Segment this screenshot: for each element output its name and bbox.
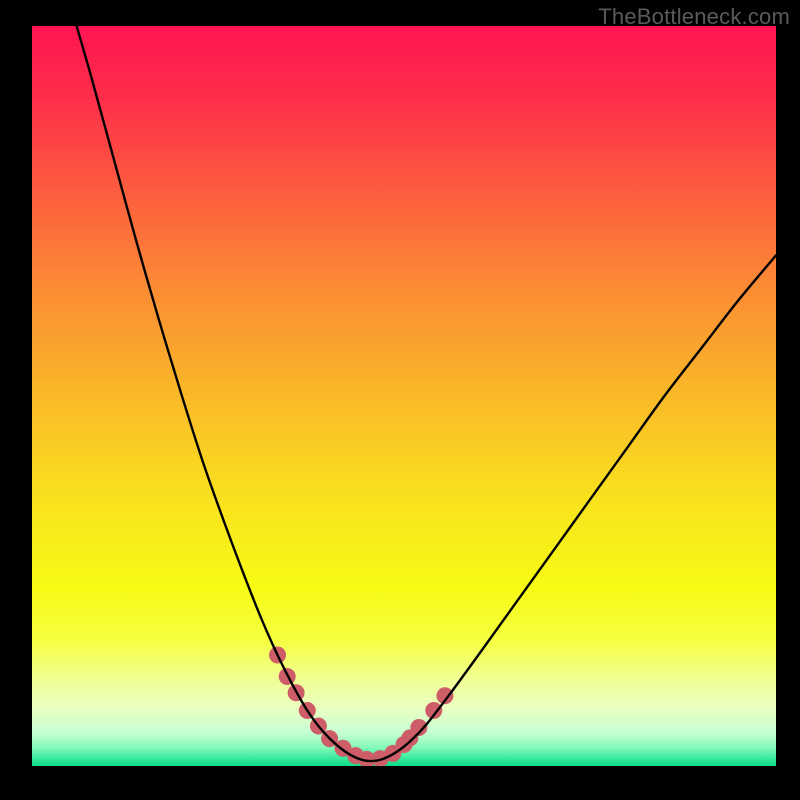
chart-stage: TheBottleneck.com — [0, 0, 800, 800]
bottleneck-chart — [0, 0, 800, 800]
watermark-text: TheBottleneck.com — [598, 4, 790, 30]
